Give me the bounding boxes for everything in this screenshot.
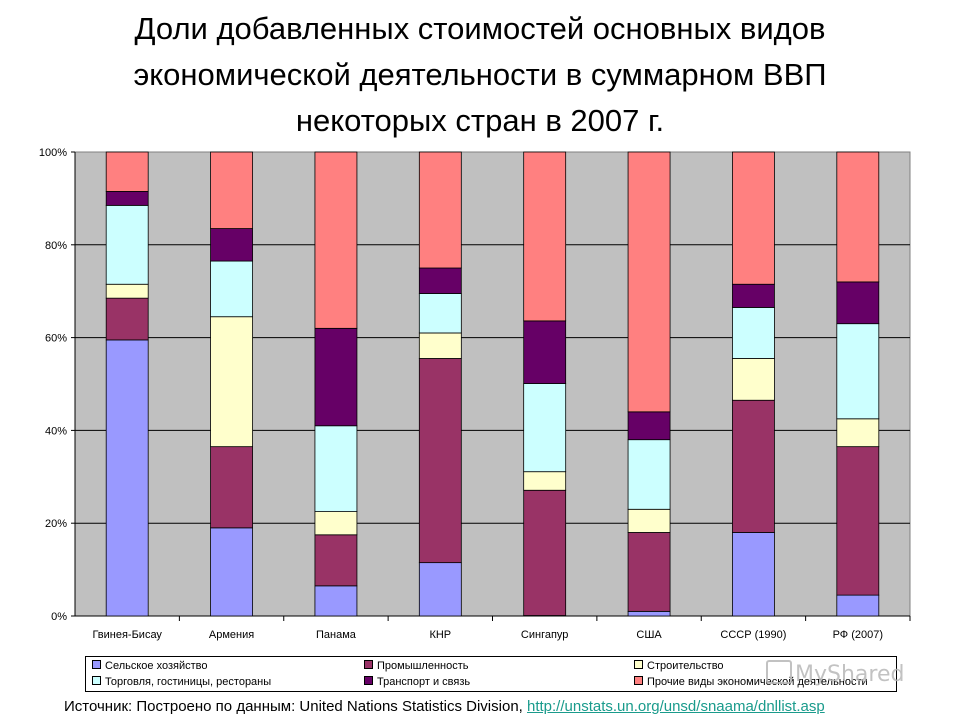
bar-segment — [732, 532, 775, 617]
bar-segment — [836, 281, 880, 325]
bar-segment — [418, 332, 462, 359]
bar-segment — [418, 358, 462, 564]
y-tick-label: 40% — [45, 425, 67, 437]
bar-segment — [418, 267, 462, 294]
chart-title: Доли добавленных стоимостей основных вид… — [0, 6, 960, 144]
x-tick-label: США — [636, 629, 662, 641]
bar-segment — [314, 534, 358, 587]
bar-segment — [210, 527, 253, 617]
legend-swatch — [634, 676, 643, 685]
source-prefix: Источник: Построено по данным: United Na… — [64, 698, 527, 715]
bar-segment — [523, 471, 567, 491]
x-tick-label: Армения — [209, 629, 254, 641]
bar-segment — [418, 151, 462, 269]
x-tick-label: КНР — [429, 629, 451, 641]
bar-segment — [836, 446, 880, 596]
legend-label: Торговля, гостиницы, рестораны — [105, 676, 272, 688]
bar-segment — [418, 562, 462, 617]
bar-segment — [523, 151, 567, 322]
bar-segment — [314, 585, 358, 617]
bar-segment — [105, 204, 149, 285]
bar-segment — [105, 283, 149, 299]
bar-segment — [627, 151, 671, 413]
title-line-2: экономической деятельности в суммарном В… — [133, 57, 827, 92]
bar-segment — [210, 446, 253, 529]
legend-item: Прочие виды экономической деятельности — [634, 676, 868, 689]
bar-segment — [732, 151, 775, 285]
bar-segment — [836, 151, 880, 283]
bar-segment — [836, 594, 880, 617]
x-tick-label: СССР (1990) — [720, 629, 786, 641]
bar-segment — [314, 151, 358, 329]
legend-item: Торговля, гостиницы, рестораны — [92, 676, 271, 689]
watermark: MyShared — [766, 660, 904, 687]
bar-segment — [210, 316, 253, 448]
legend-label: Строительство — [647, 660, 724, 672]
title-line-1: Доли добавленных стоимостей основных вид… — [134, 11, 826, 46]
watermark-logo-icon — [766, 660, 792, 684]
x-tick-label: Сингапур — [521, 629, 569, 641]
legend-label: Транспорт и связь — [377, 676, 471, 688]
bar-segment — [732, 283, 775, 308]
bar-segment — [105, 339, 149, 617]
y-tick-label: 80% — [45, 240, 67, 252]
x-tick-label: Панама — [316, 629, 357, 641]
watermark-text: MyShared — [795, 662, 905, 687]
bar-segment — [627, 411, 671, 441]
source-note: Источник: Построено по данным: United Na… — [64, 698, 825, 715]
y-tick-label: 20% — [45, 518, 67, 530]
bar-segment — [836, 323, 880, 420]
bar-segment — [627, 439, 671, 510]
x-tick-label: РФ (2007) — [833, 629, 883, 641]
plot-area — [74, 151, 911, 617]
bar-segment — [105, 297, 149, 341]
title-line-3: некоторых стран в 2007 г. — [295, 103, 665, 138]
y-tick-label: 60% — [45, 333, 67, 345]
legend-label: Прочие виды экономической деятельности — [647, 676, 868, 688]
legend-item: Сельское хозяйство — [92, 660, 207, 673]
chart-legend: Сельское хозяйство Промышленность Строител… — [85, 656, 897, 692]
y-tick-label: 100% — [39, 147, 67, 159]
legend-swatch — [364, 660, 373, 669]
bar-segment — [210, 151, 253, 229]
legend-item: Промышленность — [364, 660, 469, 673]
bar-segment — [523, 489, 567, 616]
bar-segment — [314, 511, 358, 536]
legend-swatch — [92, 676, 101, 685]
bar-segment — [732, 399, 775, 533]
bar-segment — [732, 307, 775, 359]
bar-segment — [314, 425, 358, 513]
bar-segment — [210, 260, 253, 318]
legend-item: Транспорт и связь — [364, 676, 470, 689]
bar-segment — [105, 191, 149, 206]
bar-segment — [314, 327, 358, 427]
legend-swatch — [364, 676, 373, 685]
bar-segment — [105, 151, 149, 192]
source-link[interactable]: http://unstats.un.org/unsd/snaama/dnllis… — [527, 698, 825, 715]
bar-segment — [627, 610, 671, 617]
legend-swatch — [634, 660, 643, 669]
bar-segment — [418, 293, 462, 334]
bar-segment — [732, 358, 775, 401]
y-tick-label: 0% — [51, 611, 67, 623]
legend-label: Промышленность — [377, 660, 469, 672]
stacked-bar-chart: 0% 20% 40% 60% 80% 100% Гвинея-Бисау Армения Пан… — [39, 147, 911, 641]
legend-swatch — [92, 660, 101, 669]
bar-segment — [836, 418, 880, 448]
bar-segment — [210, 228, 253, 262]
legend-label: Сельское хозяйство — [105, 660, 208, 672]
bar-segment — [627, 532, 671, 612]
x-tick-label: Гвинея-Бисау — [92, 629, 162, 641]
legend-item: Строительство — [634, 660, 724, 673]
bar-segment — [523, 383, 567, 473]
bar-segment — [627, 508, 671, 533]
bar-segment — [523, 320, 567, 384]
